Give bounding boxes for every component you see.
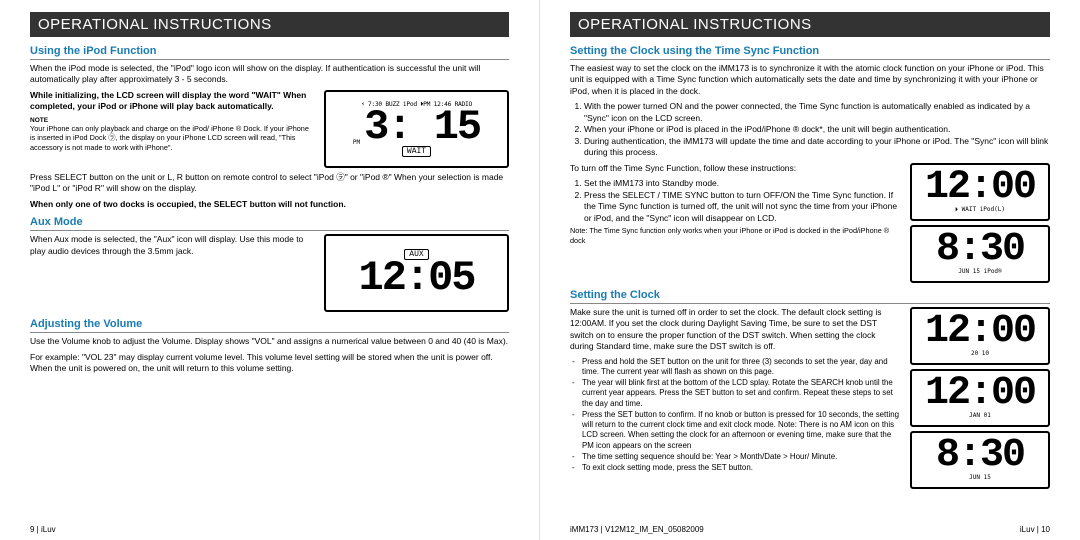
section-title-aux: Aux Mode [30, 216, 509, 231]
list-item: The time setting sequence should be: Yea… [582, 452, 900, 462]
lcd-display: 8:30 JUN 15 iPod® [910, 225, 1050, 283]
paragraph: When Aux mode is selected, the "Aux" ico… [30, 234, 314, 257]
lcd-display-ipod: ⚡ 7:30 BUZZ iPod ⏵PM 12:46 RADIO PM 3: 1… [324, 90, 509, 168]
page-footer-model: iMM173 | V12M12_IM_EN_05082009 [570, 525, 704, 534]
lcd-main: 8:30 [936, 232, 1024, 268]
lcd-display: 12:00 JAN 01 [910, 369, 1050, 427]
paragraph: Press SELECT button on the unit or L, R … [30, 172, 509, 195]
note-label: NOTE [30, 117, 314, 124]
paragraph: Use the Volume knob to adjust the Volume… [30, 336, 509, 347]
list-item: The year will blink first at the bottom … [582, 378, 900, 409]
list-item: During authentication, the iMM173 will u… [584, 136, 1050, 159]
page-right: OPERATIONAL INSTRUCTIONS Setting the Clo… [540, 0, 1080, 540]
lcd-sub: JAN 01 [969, 412, 991, 419]
page-footer: 9 | iLuv [30, 525, 56, 534]
paragraph: For example: "VOL 23" may display curren… [30, 352, 509, 375]
section-title-ipod: Using the iPod Function [30, 45, 509, 60]
lcd-display: 8:30 JUN 15 [910, 431, 1050, 489]
list-item: When your iPhone or iPod is placed in th… [584, 124, 1050, 135]
lcd-main: 12:00 [925, 376, 1035, 412]
page-header: OPERATIONAL INSTRUCTIONS [570, 12, 1050, 37]
lcd-sub: 20 10 [971, 350, 989, 357]
list-item: Set the iMM173 into Standby mode. [584, 178, 900, 189]
lcd-sub: WAIT [402, 146, 431, 157]
paragraph: The easiest way to set the clock on the … [570, 63, 1050, 97]
note-text: Your iPhone can only playback and charge… [30, 124, 314, 152]
paragraph: Make sure the unit is turned off in orde… [570, 307, 900, 353]
lcd-sub: JUN 15 iPod® [958, 268, 1001, 275]
list-item: Press the SELECT / TIME SYNC button to t… [584, 190, 900, 224]
lcd-main: 8:30 [936, 438, 1024, 474]
section-title-timesync: Setting the Clock using the Time Sync Fu… [570, 45, 1050, 60]
lcd-sub: ⏵ WAIT iPod(L) [955, 206, 1005, 214]
page-left: OPERATIONAL INSTRUCTIONS Using the iPod … [0, 0, 540, 540]
list-item: With the power turned ON and the power c… [584, 101, 1050, 124]
note-text: Note: The Time Sync function only works … [570, 226, 900, 245]
lcd-main: 12:00 [925, 170, 1035, 206]
paragraph: When the iPod mode is selected, the "iPo… [30, 63, 509, 86]
list-item: Press and hold the SET button on the uni… [582, 357, 900, 378]
paragraph: To turn off the Time Sync Function, foll… [570, 163, 900, 174]
lcd-display: 12:00 ⏵ WAIT iPod(L) [910, 163, 1050, 221]
lcd-main: 12:00 [925, 314, 1035, 350]
list-item: Press the SET button to confirm. If no k… [582, 410, 900, 451]
section-title-setclock: Setting the Clock [570, 289, 1050, 304]
paragraph-bold: While initializing, the LCD screen will … [30, 90, 314, 113]
lcd-display: 12:00 20 10 [910, 307, 1050, 365]
lcd-main: 3: 15 [364, 109, 480, 147]
paragraph-bold: When only one of two docks is occupied, … [30, 199, 509, 210]
lcd-pm: PM [353, 139, 360, 146]
section-title-volume: Adjusting the Volume [30, 318, 509, 333]
list-item: To exit clock setting mode, press the SE… [582, 463, 900, 473]
page-header: OPERATIONAL INSTRUCTIONS [30, 12, 509, 37]
lcd-sub: JUN 15 [969, 474, 991, 481]
lcd-main: 12:05 [358, 260, 474, 298]
lcd-display-aux: AUX 12:05 [324, 234, 509, 312]
page-footer: iLuv | 10 [1020, 525, 1050, 534]
